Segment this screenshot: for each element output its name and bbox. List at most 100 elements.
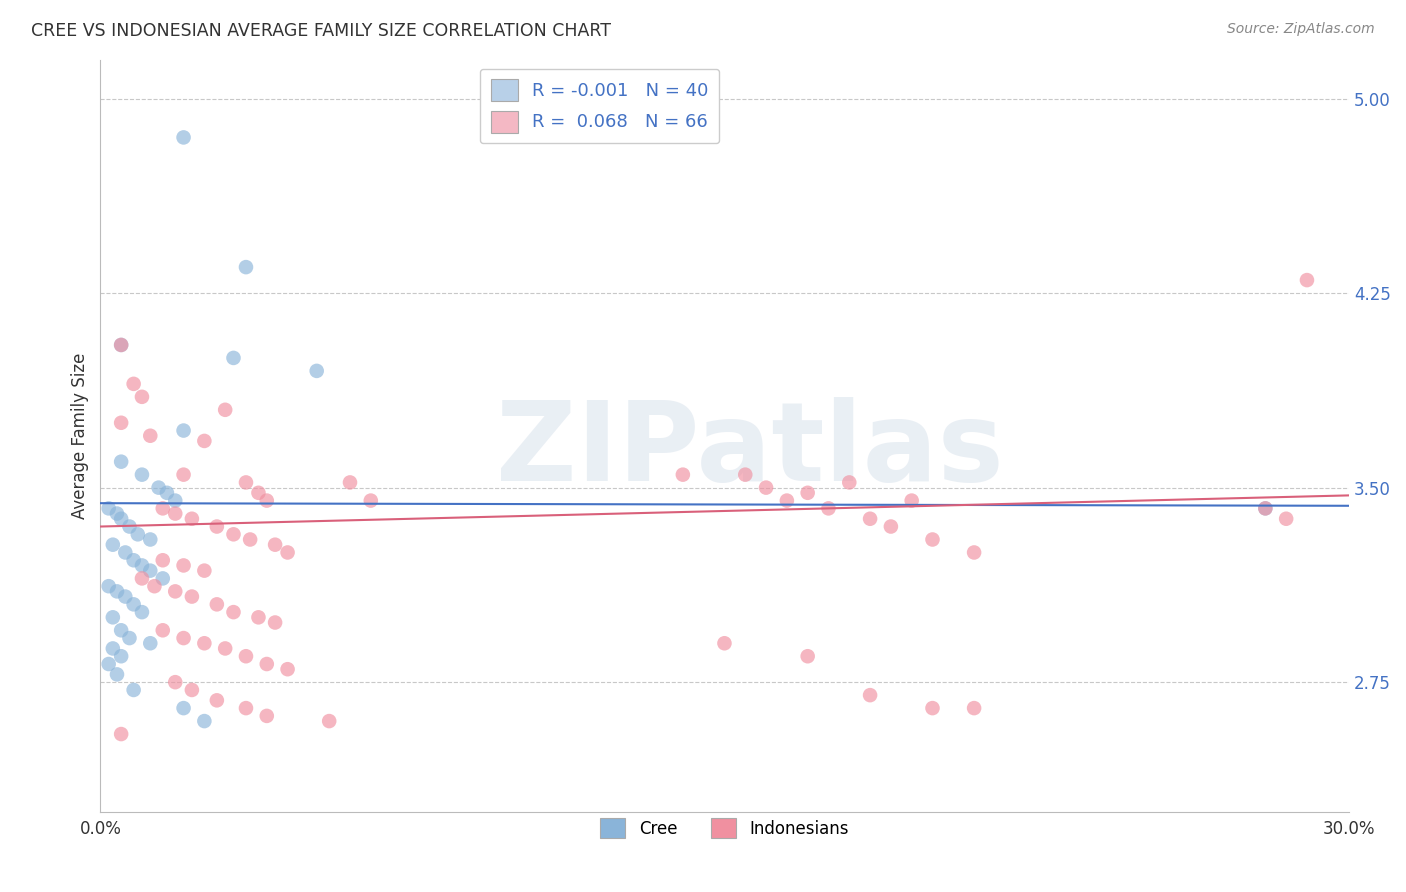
Point	[305, 364, 328, 378]
Point	[152, 501, 174, 516]
Point	[110, 416, 132, 430]
Point	[139, 533, 162, 547]
Point	[110, 338, 132, 352]
Point	[139, 564, 162, 578]
Point	[776, 493, 799, 508]
Point	[143, 579, 166, 593]
Point	[256, 709, 278, 723]
Point	[139, 428, 162, 442]
Point	[122, 376, 145, 391]
Point	[165, 507, 187, 521]
Point	[173, 631, 195, 645]
Point	[173, 130, 195, 145]
Point	[165, 493, 187, 508]
Point	[122, 598, 145, 612]
Point	[122, 682, 145, 697]
Point	[127, 527, 149, 541]
Point	[193, 714, 215, 728]
Point	[796, 485, 818, 500]
Point	[256, 493, 278, 508]
Point	[131, 571, 153, 585]
Point	[131, 558, 153, 573]
Point	[1275, 512, 1298, 526]
Point	[110, 455, 132, 469]
Point	[152, 553, 174, 567]
Point	[193, 636, 215, 650]
Point	[214, 641, 236, 656]
Point	[755, 481, 778, 495]
Point	[97, 657, 120, 671]
Point	[235, 701, 257, 715]
Point	[838, 475, 860, 490]
Point	[101, 610, 124, 624]
Text: Source: ZipAtlas.com: Source: ZipAtlas.com	[1227, 22, 1375, 37]
Point	[222, 351, 245, 365]
Point	[131, 390, 153, 404]
Point	[118, 519, 141, 533]
Point	[214, 402, 236, 417]
Point	[110, 512, 132, 526]
Point	[339, 475, 361, 490]
Point	[277, 545, 299, 559]
Point	[264, 615, 287, 630]
Point	[180, 590, 202, 604]
Point	[97, 501, 120, 516]
Point	[1296, 273, 1319, 287]
Point	[963, 701, 986, 715]
Point	[114, 545, 136, 559]
Point	[796, 649, 818, 664]
Point	[101, 641, 124, 656]
Point	[713, 636, 735, 650]
Point	[122, 553, 145, 567]
Point	[859, 512, 882, 526]
Text: CREE VS INDONESIAN AVERAGE FAMILY SIZE CORRELATION CHART: CREE VS INDONESIAN AVERAGE FAMILY SIZE C…	[31, 22, 612, 40]
Point	[118, 631, 141, 645]
Point	[222, 605, 245, 619]
Point	[173, 424, 195, 438]
Point	[235, 649, 257, 664]
Point	[110, 338, 132, 352]
Point	[963, 545, 986, 559]
Point	[110, 649, 132, 664]
Point	[165, 675, 187, 690]
Point	[101, 538, 124, 552]
Point	[277, 662, 299, 676]
Point	[105, 507, 128, 521]
Point	[152, 624, 174, 638]
Point	[921, 701, 943, 715]
Point	[235, 475, 257, 490]
Point	[114, 590, 136, 604]
Point	[921, 533, 943, 547]
Point	[193, 434, 215, 448]
Point	[165, 584, 187, 599]
Point	[880, 519, 903, 533]
Point	[247, 485, 270, 500]
Point	[222, 527, 245, 541]
Point	[360, 493, 382, 508]
Point	[1254, 501, 1277, 516]
Point	[180, 512, 202, 526]
Point	[239, 533, 262, 547]
Point	[131, 605, 153, 619]
Point	[205, 598, 228, 612]
Point	[1254, 501, 1277, 516]
Legend: Cree, Indonesians: Cree, Indonesians	[593, 811, 855, 845]
Point	[734, 467, 756, 482]
Point	[173, 558, 195, 573]
Point	[193, 564, 215, 578]
Point	[205, 693, 228, 707]
Point	[859, 688, 882, 702]
Point	[264, 538, 287, 552]
Point	[148, 481, 170, 495]
Point	[318, 714, 340, 728]
Point	[247, 610, 270, 624]
Text: ZIPatlas: ZIPatlas	[495, 397, 1004, 504]
Point	[173, 701, 195, 715]
Point	[235, 260, 257, 274]
Point	[256, 657, 278, 671]
Point	[110, 624, 132, 638]
Point	[139, 636, 162, 650]
Point	[110, 727, 132, 741]
Point	[105, 584, 128, 599]
Y-axis label: Average Family Size: Average Family Size	[72, 352, 89, 519]
